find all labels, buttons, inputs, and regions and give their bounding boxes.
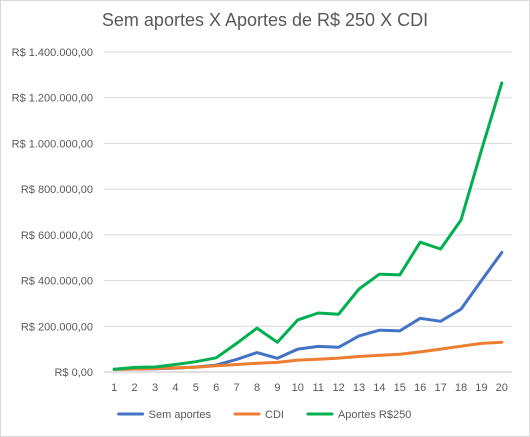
series-lines	[112, 81, 504, 371]
gridlines	[104, 51, 512, 373]
x-tick-label: 12	[332, 382, 344, 394]
y-axis-ticks: R$ 0,00 R$ 200.000,00 R$ 400.000,00 R$ 600.…	[12, 47, 93, 379]
legend-label: Aportes R$250	[338, 409, 411, 421]
y-tick-label: R$ 1.400.000,00	[12, 47, 93, 59]
x-tick-label: 8	[254, 382, 260, 394]
x-tick-label: 6	[213, 382, 219, 394]
x-tick-label: 17	[434, 382, 446, 394]
x-tick-label: 3	[152, 382, 158, 394]
x-tick-label: 19	[475, 382, 487, 394]
x-tick-label: 15	[394, 382, 406, 394]
x-tick-label: 14	[373, 382, 385, 394]
x-tick-label: 1	[111, 382, 117, 394]
legend: Sem aportes CDI Aportes R$250	[117, 409, 411, 421]
x-tick-label: 13	[353, 382, 365, 394]
y-tick-label: R$ 600.000,00	[21, 230, 93, 242]
y-tick-label: R$ 1.200.000,00	[12, 93, 93, 105]
legend-item: CDI	[233, 409, 284, 421]
x-tick-label: 5	[193, 382, 199, 394]
y-tick-label: R$ 0,00	[54, 367, 93, 379]
x-tick-label: 4	[172, 382, 178, 394]
x-tick-label: 16	[414, 382, 426, 394]
x-tick-label: 20	[496, 382, 508, 394]
x-tick-label: 9	[274, 382, 280, 394]
chart-title: Sem aportes X Aportes de R$ 250 X CDI	[101, 10, 429, 30]
x-tick-label: 18	[455, 382, 467, 394]
x-tick-label: 2	[132, 382, 138, 394]
y-tick-label: R$ 800.000,00	[21, 184, 93, 196]
series-line-1	[112, 340, 504, 371]
y-tick-label: R$ 1.000.000,00	[12, 138, 93, 150]
series-line-2	[112, 81, 504, 371]
y-tick-label: R$ 200.000,00	[21, 321, 93, 333]
y-tick-label: R$ 400.000,00	[21, 276, 93, 288]
x-axis-ticks: 1 2 3 4 5 6 7 8 9 10 11 12 13 14 15 16 17 18 19 20	[111, 382, 508, 394]
legend-label: CDI	[265, 409, 284, 421]
legend-item: Aportes R$250	[306, 409, 411, 421]
legend-item: Sem aportes	[117, 409, 212, 421]
x-tick-label: 11	[312, 382, 323, 394]
legend-label: Sem aportes	[149, 409, 212, 421]
x-tick-label: 7	[234, 382, 240, 394]
x-tick-label: 10	[292, 382, 304, 394]
series-line-0	[112, 251, 504, 371]
